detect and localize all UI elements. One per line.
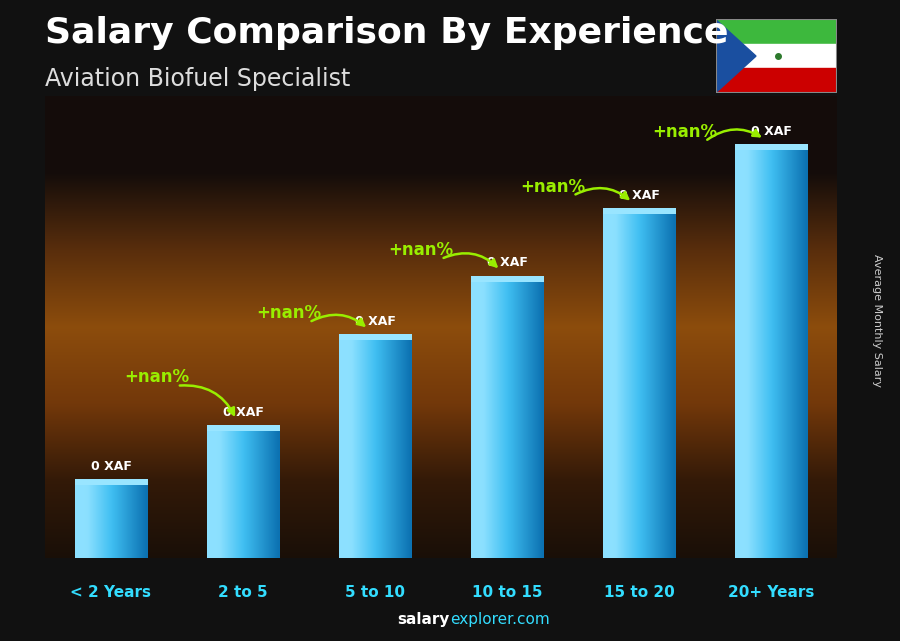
Text: +nan%: +nan% (256, 304, 322, 322)
Text: +nan%: +nan% (124, 368, 190, 386)
Bar (716, 19, 837, 44)
Text: < 2 Years: < 2 Years (70, 585, 151, 600)
Text: 0 XAF: 0 XAF (355, 315, 395, 328)
Bar (716, 69, 837, 93)
Text: salary: salary (398, 612, 450, 627)
Text: 0 XAF: 0 XAF (487, 256, 527, 269)
Text: 15 to 20: 15 to 20 (604, 585, 674, 600)
Text: 0 XAF: 0 XAF (618, 188, 660, 201)
Polygon shape (716, 19, 756, 93)
Bar (716, 44, 837, 69)
Text: 2 to 5: 2 to 5 (218, 585, 268, 600)
Text: 10 to 15: 10 to 15 (472, 585, 542, 600)
Text: +nan%: +nan% (520, 178, 586, 196)
Text: 0 XAF: 0 XAF (91, 460, 131, 473)
Text: 20+ Years: 20+ Years (728, 585, 814, 600)
Text: +nan%: +nan% (389, 241, 454, 259)
Text: Salary Comparison By Experience: Salary Comparison By Experience (45, 16, 728, 50)
Text: +nan%: +nan% (652, 123, 718, 142)
Text: 0 XAF: 0 XAF (222, 406, 264, 419)
Text: explorer.com: explorer.com (450, 612, 550, 627)
Text: Average Monthly Salary: Average Monthly Salary (872, 254, 883, 387)
Text: Aviation Biofuel Specialist: Aviation Biofuel Specialist (45, 67, 350, 91)
Text: 0 XAF: 0 XAF (751, 125, 791, 138)
Text: 5 to 10: 5 to 10 (345, 585, 405, 600)
